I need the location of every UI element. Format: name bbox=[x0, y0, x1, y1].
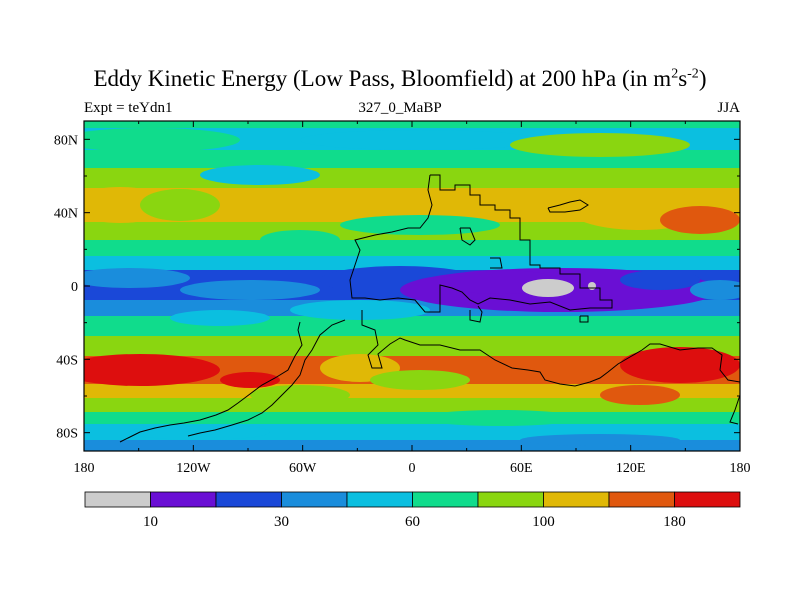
experiment-label: Expt = teYdn1 bbox=[84, 100, 173, 116]
colorbar-bin bbox=[150, 491, 217, 508]
colorbar-bin bbox=[215, 491, 282, 508]
x-tick-label: 0 bbox=[409, 461, 416, 476]
x-tick-label: 120E bbox=[616, 461, 646, 476]
colorbar-bin bbox=[543, 491, 610, 508]
colorbar-label: 100 bbox=[532, 514, 555, 530]
run-label: 327_0_MaBP bbox=[358, 100, 442, 116]
season-label: JJA bbox=[717, 100, 740, 116]
eke-field bbox=[84, 121, 740, 451]
colorbar-bin bbox=[84, 491, 151, 508]
x-tick-label: 60W bbox=[289, 461, 317, 476]
colorbar: 10 30 60 100 180 bbox=[84, 491, 741, 530]
y-tick-label: 80S bbox=[56, 427, 78, 442]
coastline bbox=[119, 174, 740, 443]
y-tick-label: 0 bbox=[71, 280, 78, 295]
colorbar-bin bbox=[674, 491, 741, 508]
chart-title: Eddy Kinetic Energy (Low Pass, Bloomfiel… bbox=[93, 66, 707, 91]
x-tick-label: 120W bbox=[176, 461, 211, 476]
colorbar-bin bbox=[412, 491, 479, 508]
y-tick-label: 80N bbox=[54, 133, 78, 148]
colorbar-bin bbox=[346, 491, 413, 508]
colorbar-label: 60 bbox=[405, 514, 420, 530]
y-axis: 80N 40N 0 40S 80S bbox=[54, 133, 740, 442]
colorbar-label: 180 bbox=[663, 514, 686, 530]
colorbar-label: 10 bbox=[143, 514, 158, 530]
x-tick-label: 60E bbox=[510, 461, 533, 476]
x-tick-label: 180 bbox=[730, 461, 751, 476]
colorbar-bin bbox=[281, 491, 348, 508]
y-tick-label: 40S bbox=[56, 353, 78, 368]
colorbar-label: 30 bbox=[274, 514, 289, 530]
x-axis: 180 120W 60W 0 60E 120E 180 bbox=[74, 121, 751, 476]
colorbar-bin bbox=[477, 491, 544, 508]
y-tick-label: 40N bbox=[54, 207, 78, 222]
colorbar-bin bbox=[608, 491, 675, 508]
x-tick-label: 180 bbox=[74, 461, 95, 476]
